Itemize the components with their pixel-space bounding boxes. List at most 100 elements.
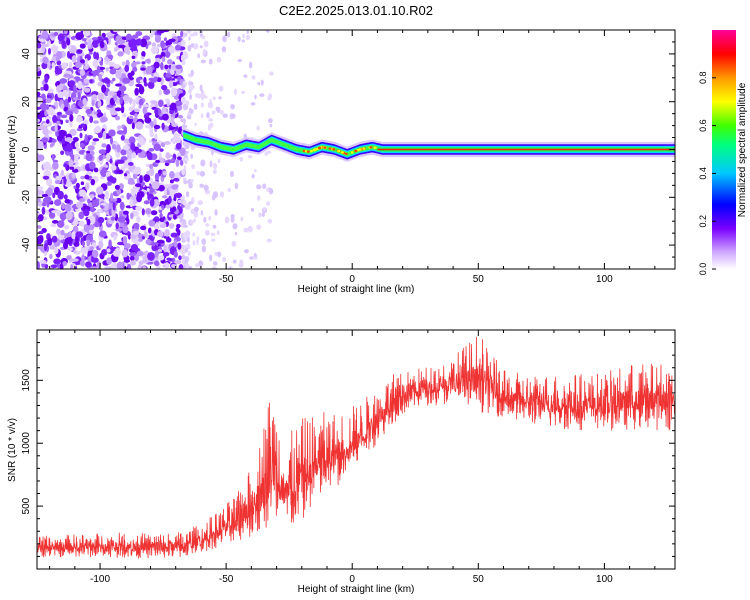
spectrogram-noise-speck <box>192 232 196 237</box>
spectrogram-noise-speck <box>193 206 199 213</box>
spectrogram-noise-speck <box>135 148 143 154</box>
spectrogram-x-tick-label: -50 <box>219 274 234 285</box>
spectrogram-noise-speck <box>77 92 81 100</box>
spectrogram-noise-speck <box>112 30 121 33</box>
spectrogram-noise-speck <box>116 144 121 153</box>
spectrogram-noise-speck <box>216 230 220 235</box>
spectrogram-noise-speck <box>178 255 182 261</box>
spectrogram-noise-speck <box>165 98 170 103</box>
spectrogram-noise-speck <box>203 40 209 48</box>
spectrogram-noise-speck <box>187 44 192 52</box>
spectrogram-noise-speck <box>44 196 52 203</box>
spectrogram-noise-speck <box>78 197 85 203</box>
spectrogram-noise-speck <box>59 78 68 84</box>
spectrogram-noise-speck <box>44 110 48 117</box>
spectrogram-noise-speck <box>37 91 41 97</box>
spectrogram-noise-speck <box>120 149 127 156</box>
spectrogram-noise-speck <box>232 259 237 264</box>
spectrogram-noise-speck <box>112 249 121 257</box>
spectrogram-noise-speck <box>82 97 87 106</box>
spectrogram-noise-speck <box>224 216 230 224</box>
spectrogram-noise-speck <box>181 254 186 260</box>
spectrogram-noise-speck <box>132 44 137 51</box>
spectrogram-noise-speck <box>123 173 128 177</box>
spectrogram-noise-speck <box>176 136 181 144</box>
spectrogram-noise-speck <box>184 32 188 37</box>
spectrogram-noise-speck <box>121 249 129 258</box>
spectrogram-noise-speck <box>73 241 80 247</box>
spectrogram-noise-speck <box>165 72 172 78</box>
spectrogram-noise-speck <box>256 125 260 131</box>
spectrogram-noise-speck <box>56 220 65 228</box>
spectrogram-noise-speck <box>183 180 188 185</box>
spectrogram-noise-speck <box>216 106 221 114</box>
spectrogram-noise-speck <box>60 114 68 119</box>
spectrogram-noise-speck <box>196 238 199 246</box>
spectrogram-noise-speck <box>127 72 133 79</box>
spectrogram-noise-speck <box>141 208 145 216</box>
spectrogram-noise-speck <box>168 80 174 89</box>
spectrogram-noise-speck <box>46 94 52 99</box>
figure-title: C2E2.2025.013.01.10.R02 <box>279 3 433 18</box>
spectrogram-noise-speck <box>146 151 153 161</box>
spectrogram-noise-speck <box>91 249 99 258</box>
spectrogram-noise-speck <box>217 158 221 163</box>
spectrogram-noise-speck <box>208 118 213 122</box>
spectrogram-noise-speck <box>170 102 177 111</box>
spectrogram-noise-speck <box>52 161 59 170</box>
spectrogram-noise-speck <box>85 182 90 191</box>
spectrogram-noise-speck <box>170 116 175 125</box>
spectrogram-noise-speck <box>256 224 262 230</box>
spectrogram-noise-speck <box>148 147 155 152</box>
spectrogram-noise-speck <box>150 210 158 216</box>
spectrogram-noise-speck <box>63 163 68 168</box>
spectrogram-noise-speck <box>234 182 239 190</box>
spectrogram-noise-speck <box>112 77 116 82</box>
spectrogram-noise-speck <box>86 170 93 176</box>
spectrogram-noise-speck <box>110 216 116 221</box>
spectrogram-noise-speck <box>81 241 86 247</box>
spectrogram-noise-speck <box>181 83 186 89</box>
spectrogram-noise-speck <box>88 224 95 230</box>
spectrogram-noise-speck <box>77 80 83 90</box>
spectrogram-noise-speck <box>107 54 114 59</box>
spectrogram-noise-speck <box>131 61 137 69</box>
spectrogram-x-tick-label: 50 <box>473 274 485 285</box>
spectrogram-noise-speck <box>85 261 92 268</box>
spectrogram-noise-speck <box>158 255 165 261</box>
spectrogram-noise-speck <box>129 38 137 47</box>
spectrogram-noise-speck <box>51 210 58 214</box>
spectrogram-noise-speck <box>119 201 125 211</box>
spectrogram-noise-speck <box>84 58 88 66</box>
colorbar-tick-label: 0.8 <box>698 72 708 85</box>
spectrogram-noise-speck <box>222 113 228 118</box>
spectrogram-noise-speck <box>173 177 180 182</box>
spectrogram-noise-speck <box>54 68 63 75</box>
spectrogram-noise-speck <box>73 107 79 115</box>
spectrogram-noise-speck <box>268 93 272 100</box>
spectrogram-noise-speck <box>110 165 117 171</box>
spectrogram-noise-speck <box>264 151 268 156</box>
spectrogram-noise-speck <box>99 40 105 49</box>
spectrogram-noise-speck <box>149 163 154 170</box>
spectrogram-noise-speck <box>118 183 124 190</box>
spectrogram-noise-speck <box>66 142 73 152</box>
spectrogram-noise-speck <box>129 115 134 120</box>
spectrogram-noise-speck <box>102 130 107 140</box>
spectrogram-noise-speck <box>160 84 168 91</box>
spectrogram-noise-speck <box>59 263 64 269</box>
spectrogram-noise-speck <box>37 106 42 111</box>
spectrogram-noise-speck <box>72 136 79 142</box>
spectrogram-noise-speck <box>180 248 186 255</box>
spectrogram-carrier-core <box>377 148 675 151</box>
spectrogram-noise-speck <box>108 129 116 137</box>
spectrogram-noise-speck <box>53 258 61 265</box>
spectrogram-noise-speck <box>49 253 53 260</box>
spectrogram-noise-speck <box>133 108 140 113</box>
spectrogram-noise-speck <box>83 64 89 70</box>
spectrogram-noise-speck <box>37 67 41 72</box>
spectrogram-noise-speck <box>181 60 186 66</box>
spectrogram-noise-speck <box>148 219 156 227</box>
spectrogram-ridge-hotspot <box>362 147 366 150</box>
spectrogram-noise-speck <box>105 171 112 177</box>
